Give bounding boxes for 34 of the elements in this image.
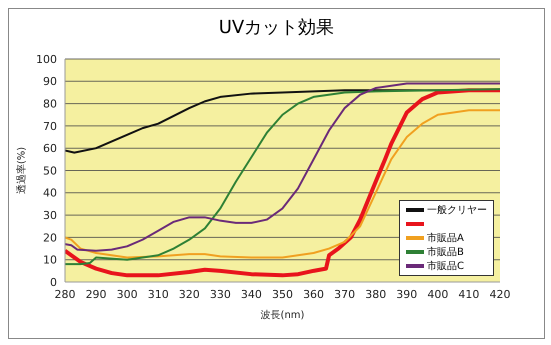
y-tick-label: 100 [36,52,57,66]
y-tick-label: 70 [43,120,57,133]
y-tick-label: 60 [43,142,57,156]
line-series [65,109,500,258]
x-tick-label: 330 [210,288,231,301]
y-axis-title: 透過率(%) [16,146,28,194]
y-tick-label: 40 [43,186,57,200]
y-tick-label: 10 [43,254,57,267]
legend-label: 市販品B [427,246,464,259]
y-tick-label: 50 [43,164,57,178]
chart-title: UVカット効果 [218,16,336,39]
y-tick-label: 90 [43,75,57,88]
x-tick-label: 410 [458,288,480,301]
x-tick-label: 390 [396,288,418,301]
x-axis-title: 波長(nm) [260,309,305,321]
x-tick-label: 360 [303,288,324,301]
x-tick-label: 340 [240,288,262,301]
x-tick-label: 310 [148,288,169,301]
x-tick-label: 320 [178,288,200,301]
x-tick-label: 420 [490,288,510,301]
y-tick-label: 30 [43,209,57,222]
y-tick-label: 20 [43,231,57,244]
y-tick-label: 80 [43,98,57,111]
x-tick-label: 350 [272,288,293,301]
x-tick-label: 400 [427,288,448,301]
x-tick-label: 280 [54,288,76,301]
x-tick-label: 290 [86,288,107,301]
legend-label: 市販品C [427,260,464,273]
legend-label: 一般クリヤー [427,204,487,217]
x-tick-label: 300 [116,288,138,301]
y-tick-label: 0 [50,276,57,289]
legend-label: 市販品A [427,232,464,245]
x-tick-label: 380 [365,288,386,301]
x-tick-label: 370 [334,288,356,301]
